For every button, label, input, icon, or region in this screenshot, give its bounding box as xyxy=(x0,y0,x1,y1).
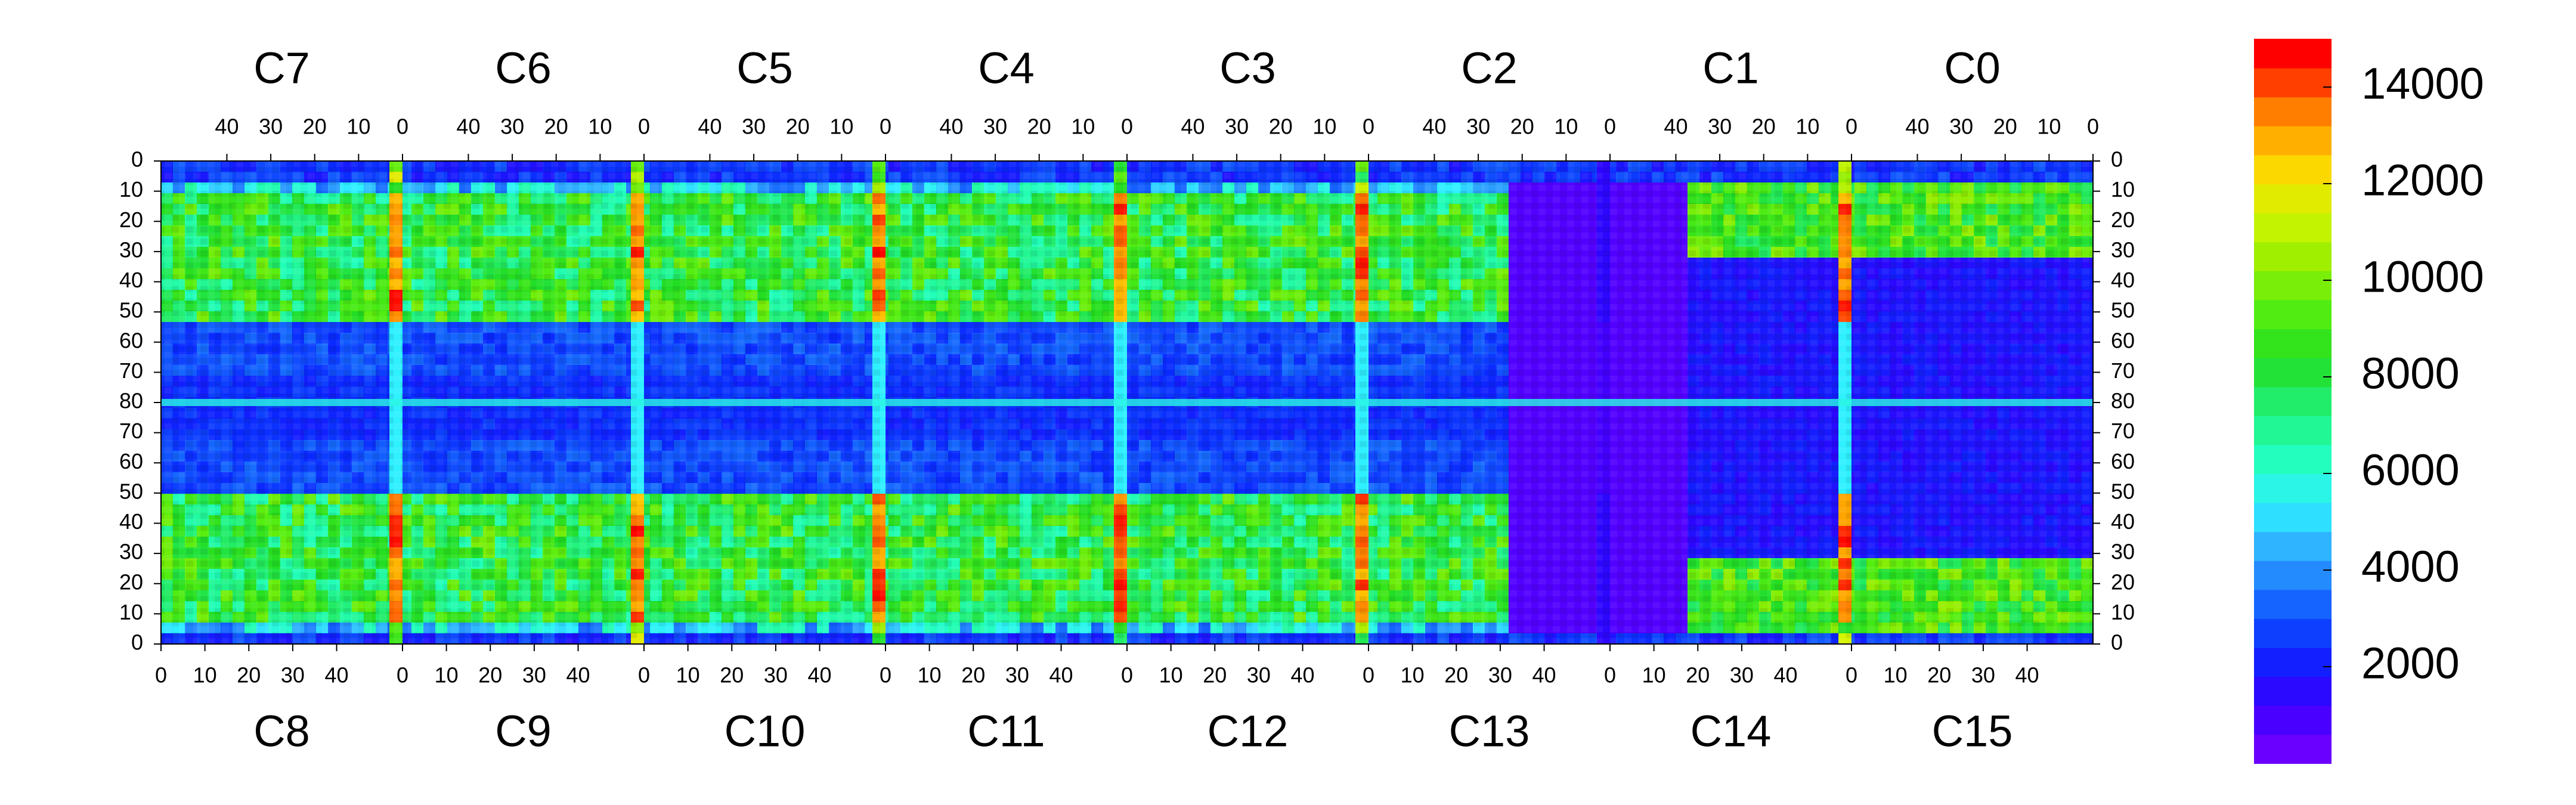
heatmap-area xyxy=(161,161,2093,644)
